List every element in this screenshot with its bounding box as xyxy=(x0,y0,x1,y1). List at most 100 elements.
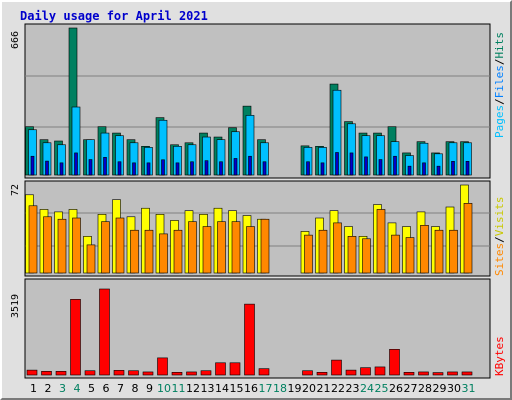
sites-bar-day-6 xyxy=(101,221,110,274)
day-label-24: 24 xyxy=(360,382,374,395)
pages-bar-day-2 xyxy=(45,160,49,176)
day-label-1: 1 xyxy=(30,382,37,395)
panel-3-max-label: 3519 xyxy=(10,294,21,318)
sites-bar-day-2 xyxy=(43,216,52,274)
sites-bar-day-16 xyxy=(246,226,255,274)
day-label-20: 20 xyxy=(302,382,316,395)
kbytes-bar-day-10 xyxy=(157,357,168,376)
sites-bar-day-15 xyxy=(231,221,241,274)
sites-bar-day-26 xyxy=(391,234,400,274)
day-label-25: 25 xyxy=(375,382,389,395)
sites-bar-day-31 xyxy=(463,203,473,274)
legend-kbytes-group: KBytes xyxy=(493,336,506,376)
sites-bar-day-14 xyxy=(217,221,226,274)
sites-bar-day-12 xyxy=(188,221,197,274)
kbytes-bar-day-30 xyxy=(447,371,458,376)
pages-bar-day-24 xyxy=(364,156,368,176)
pages-bar-day-5 xyxy=(88,159,93,176)
day-label-6: 6 xyxy=(103,382,110,395)
kbytes-bar-day-31 xyxy=(461,371,473,376)
day-label-3: 3 xyxy=(59,382,66,395)
kbytes-bar-day-12 xyxy=(186,371,197,376)
pages-bar-day-6 xyxy=(103,157,107,176)
sites-bar-day-24 xyxy=(362,238,371,274)
day-label-18: 18 xyxy=(273,382,287,395)
legend-kbytes: KBytes xyxy=(493,336,506,376)
kbytes-bar-day-20 xyxy=(302,370,313,376)
kbytes-bar-day-26 xyxy=(389,349,400,376)
kbytes-bar-day-2 xyxy=(41,371,52,376)
day-label-23: 23 xyxy=(346,382,360,395)
day-label-12: 12 xyxy=(186,382,200,395)
day-label-4: 4 xyxy=(74,382,81,395)
sites-bar-day-7 xyxy=(115,217,125,274)
kbytes-bar-day-16 xyxy=(244,303,255,376)
legend-sites: Sites xyxy=(493,243,506,276)
sites-bar-day-29 xyxy=(434,229,444,274)
pages-bar-day-21 xyxy=(320,162,325,176)
sites-bar-day-17 xyxy=(260,218,270,274)
kbytes-bar-day-9 xyxy=(142,371,154,376)
sites-bar-day-4 xyxy=(72,217,81,274)
kbytes-bar-day-5 xyxy=(84,370,96,376)
sites-bar-day-1 xyxy=(28,205,38,274)
kbytes-bar-day-21 xyxy=(316,372,328,376)
day-label-29: 29 xyxy=(433,382,447,395)
day-label-13: 13 xyxy=(201,382,215,395)
pages-bar-day-17 xyxy=(262,161,267,176)
legend-sites-visits: Sites/Visits xyxy=(493,197,506,277)
day-label-21: 21 xyxy=(317,382,331,395)
kbytes-bar-day-3 xyxy=(55,371,67,376)
day-label-19: 19 xyxy=(288,382,302,395)
legend-hits: Hits xyxy=(493,32,506,59)
kbytes-bar-day-14 xyxy=(215,362,226,376)
pages-bar-day-20 xyxy=(306,161,310,176)
sites-bar-day-10 xyxy=(159,233,168,274)
legend-separator: / xyxy=(493,98,506,105)
pages-bar-day-28 xyxy=(422,162,426,176)
kbytes-bar-day-22 xyxy=(331,359,342,376)
pages-bar-day-29 xyxy=(436,165,441,176)
sites-bar-day-3 xyxy=(57,218,67,274)
day-label-10: 10 xyxy=(157,382,171,395)
legend-separator: / xyxy=(493,59,506,66)
day-label-31: 31 xyxy=(462,382,476,395)
sites-bar-day-25 xyxy=(376,209,386,274)
graph-title: Daily usage for April 2021 xyxy=(20,9,208,23)
legend-hits-files-pages: Pages/Files/Hits xyxy=(493,32,506,138)
panel-2-max-label: 72 xyxy=(10,184,21,196)
panel-1-max-label: 666 xyxy=(10,31,21,49)
pages-bar-day-10 xyxy=(161,159,165,176)
sites-bar-day-27 xyxy=(405,237,415,274)
kbytes-bar-day-24 xyxy=(360,367,371,376)
day-label-22: 22 xyxy=(331,382,345,395)
pages-bar-day-26 xyxy=(393,155,397,176)
day-label-15: 15 xyxy=(230,382,244,395)
day-label-26: 26 xyxy=(389,382,403,395)
pages-bar-day-22 xyxy=(335,152,339,176)
pages-bar-day-9 xyxy=(146,162,151,176)
kbytes-bar-day-27 xyxy=(403,372,415,376)
pages-bar-day-16 xyxy=(248,155,252,176)
sites-bar-day-9 xyxy=(144,229,154,274)
legend-visits: Visits xyxy=(493,197,506,237)
day-label-28: 28 xyxy=(418,382,432,395)
pages-bar-day-11 xyxy=(175,162,180,176)
legend-pages: Pages xyxy=(493,105,506,138)
sites-bar-day-5 xyxy=(86,244,96,274)
kbytes-bar-day-13 xyxy=(200,370,212,376)
pages-bar-day-15 xyxy=(233,158,238,176)
kbytes-bar-day-23 xyxy=(345,369,357,376)
pages-bar-day-4 xyxy=(74,152,78,176)
sites-bar-day-8 xyxy=(130,229,139,274)
kbytes-bar-day-8 xyxy=(128,370,139,376)
kbytes-bar-day-1 xyxy=(26,369,38,376)
day-label-2: 2 xyxy=(45,382,52,395)
day-label-5: 5 xyxy=(88,382,95,395)
sites-bar-day-21 xyxy=(318,229,328,274)
pages-bar-day-30 xyxy=(451,161,455,176)
panel-3-background xyxy=(24,278,491,379)
kbytes-bar-day-28 xyxy=(418,371,429,376)
day-label-11: 11 xyxy=(172,382,186,395)
